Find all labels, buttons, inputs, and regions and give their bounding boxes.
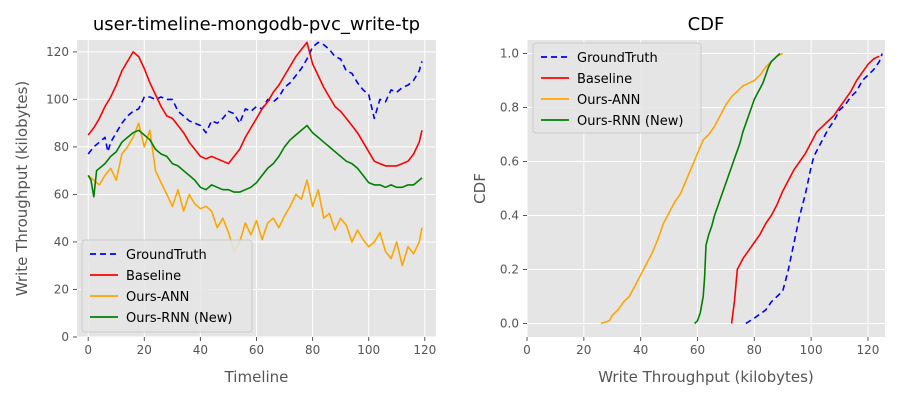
timeline-y-tick-label: 120 bbox=[46, 45, 69, 59]
cdf-legend-label-groundtruth: GroundTruth bbox=[577, 51, 658, 66]
timeline-y-tick-label: 80 bbox=[54, 140, 69, 154]
cdf-x-tick-label: 100 bbox=[800, 343, 823, 357]
timeline-x-tick-label: 40 bbox=[193, 343, 208, 357]
timeline-x-tick-label: 100 bbox=[357, 343, 380, 357]
cdf-x-axis-label: Write Throughput (kilobytes) bbox=[598, 368, 814, 386]
timeline-y-tick-label: 60 bbox=[54, 187, 69, 201]
cdf-legend-label-baseline: Baseline bbox=[577, 72, 632, 87]
timeline-y-tick-label: 40 bbox=[54, 235, 69, 249]
timeline-series-baseline bbox=[87, 41, 423, 167]
cdf-y-tick-label: 0.6 bbox=[500, 155, 519, 169]
timeline-x-tick-label: 20 bbox=[137, 343, 152, 357]
timeline-x-tick-label: 80 bbox=[305, 343, 320, 357]
timeline-series-ours-rnn-new bbox=[87, 124, 423, 198]
cdf-y-tick-label: 0.4 bbox=[500, 209, 519, 223]
cdf-x-tick-label: 120 bbox=[856, 343, 879, 357]
timeline-chart-title: user-timeline-mongodb-pvc_write-tp bbox=[93, 14, 420, 35]
cdf-x-tick-label: 80 bbox=[747, 343, 762, 357]
cdf-legend-label-ours-ann: Ours-ANN bbox=[577, 93, 640, 108]
timeline-legend-label-baseline: Baseline bbox=[126, 269, 181, 284]
timeline-legend-label-ours-ann: Ours-ANN bbox=[126, 290, 189, 305]
timeline-y-tick-label: 100 bbox=[46, 92, 69, 106]
timeline-x-tick-label: 0 bbox=[84, 343, 92, 357]
timeline-chart: 0 20 40 60 80 100 120 0 20 40 60 80 100 120 user-tim… bbox=[13, 14, 436, 386]
cdf-series-baseline bbox=[730, 55, 880, 324]
timeline-x-tick-label: 60 bbox=[249, 343, 264, 357]
timeline-y-tick-label: 20 bbox=[54, 282, 69, 296]
cdf-series-ours-rnn-new bbox=[694, 52, 781, 325]
timeline-x-ticks: 0 20 40 60 80 100 120 bbox=[84, 337, 436, 357]
cdf-y-ticks: 0.0 0.2 0.4 0.6 0.8 1.0 bbox=[500, 47, 527, 331]
cdf-x-tick-label: 0 bbox=[523, 343, 531, 357]
cdf-chart: 0 20 40 60 80 100 120 0.0 0.2 0.4 0.6 0.8 1.0 CDF W… bbox=[471, 14, 885, 386]
cdf-x-tick-label: 40 bbox=[633, 343, 648, 357]
timeline-legend-label-groundtruth: GroundTruth bbox=[126, 248, 207, 263]
cdf-legend-label-ours-rnn-new: Ours-RNN (New) bbox=[577, 114, 683, 129]
cdf-y-tick-label: 0.8 bbox=[500, 101, 519, 115]
timeline-y-axis-label: Write Throughput (kilobytes) bbox=[13, 81, 31, 297]
timeline-series bbox=[87, 41, 423, 267]
cdf-y-axis-label: CDF bbox=[471, 173, 489, 204]
timeline-y-ticks: 0 20 40 60 80 100 120 bbox=[46, 45, 77, 344]
cdf-y-tick-label: 0.0 bbox=[500, 317, 519, 331]
timeline-legend-box bbox=[81, 239, 253, 333]
timeline-series-groundtruth bbox=[87, 41, 423, 155]
timeline-series-ours-ann bbox=[87, 122, 423, 267]
cdf-legend: GroundTruth Baseline Ours-ANN Ours-RNN (New… bbox=[532, 42, 702, 134]
cdf-x-tick-label: 20 bbox=[576, 343, 591, 357]
cdf-series-ours-ann bbox=[600, 52, 784, 325]
cdf-chart-title: CDF bbox=[688, 14, 725, 35]
cdf-y-tick-label: 0.2 bbox=[500, 263, 519, 277]
cdf-series-groundtruth bbox=[745, 53, 883, 325]
cdf-legend-box bbox=[532, 42, 702, 134]
cdf-x-tick-label: 60 bbox=[690, 343, 705, 357]
timeline-x-axis-label: Timeline bbox=[224, 368, 289, 386]
cdf-y-tick-label: 1.0 bbox=[500, 47, 519, 61]
timeline-x-tick-label: 120 bbox=[413, 343, 436, 357]
timeline-y-tick-label: 0 bbox=[61, 330, 69, 344]
cdf-x-ticks: 0 20 40 60 80 100 120 bbox=[523, 337, 879, 357]
timeline-legend-label-ours-rnn-new: Ours-RNN (New) bbox=[126, 311, 232, 326]
timeline-legend: GroundTruth Baseline Ours-ANN Ours-RNN (New… bbox=[81, 239, 253, 333]
cdf-series bbox=[600, 52, 883, 325]
